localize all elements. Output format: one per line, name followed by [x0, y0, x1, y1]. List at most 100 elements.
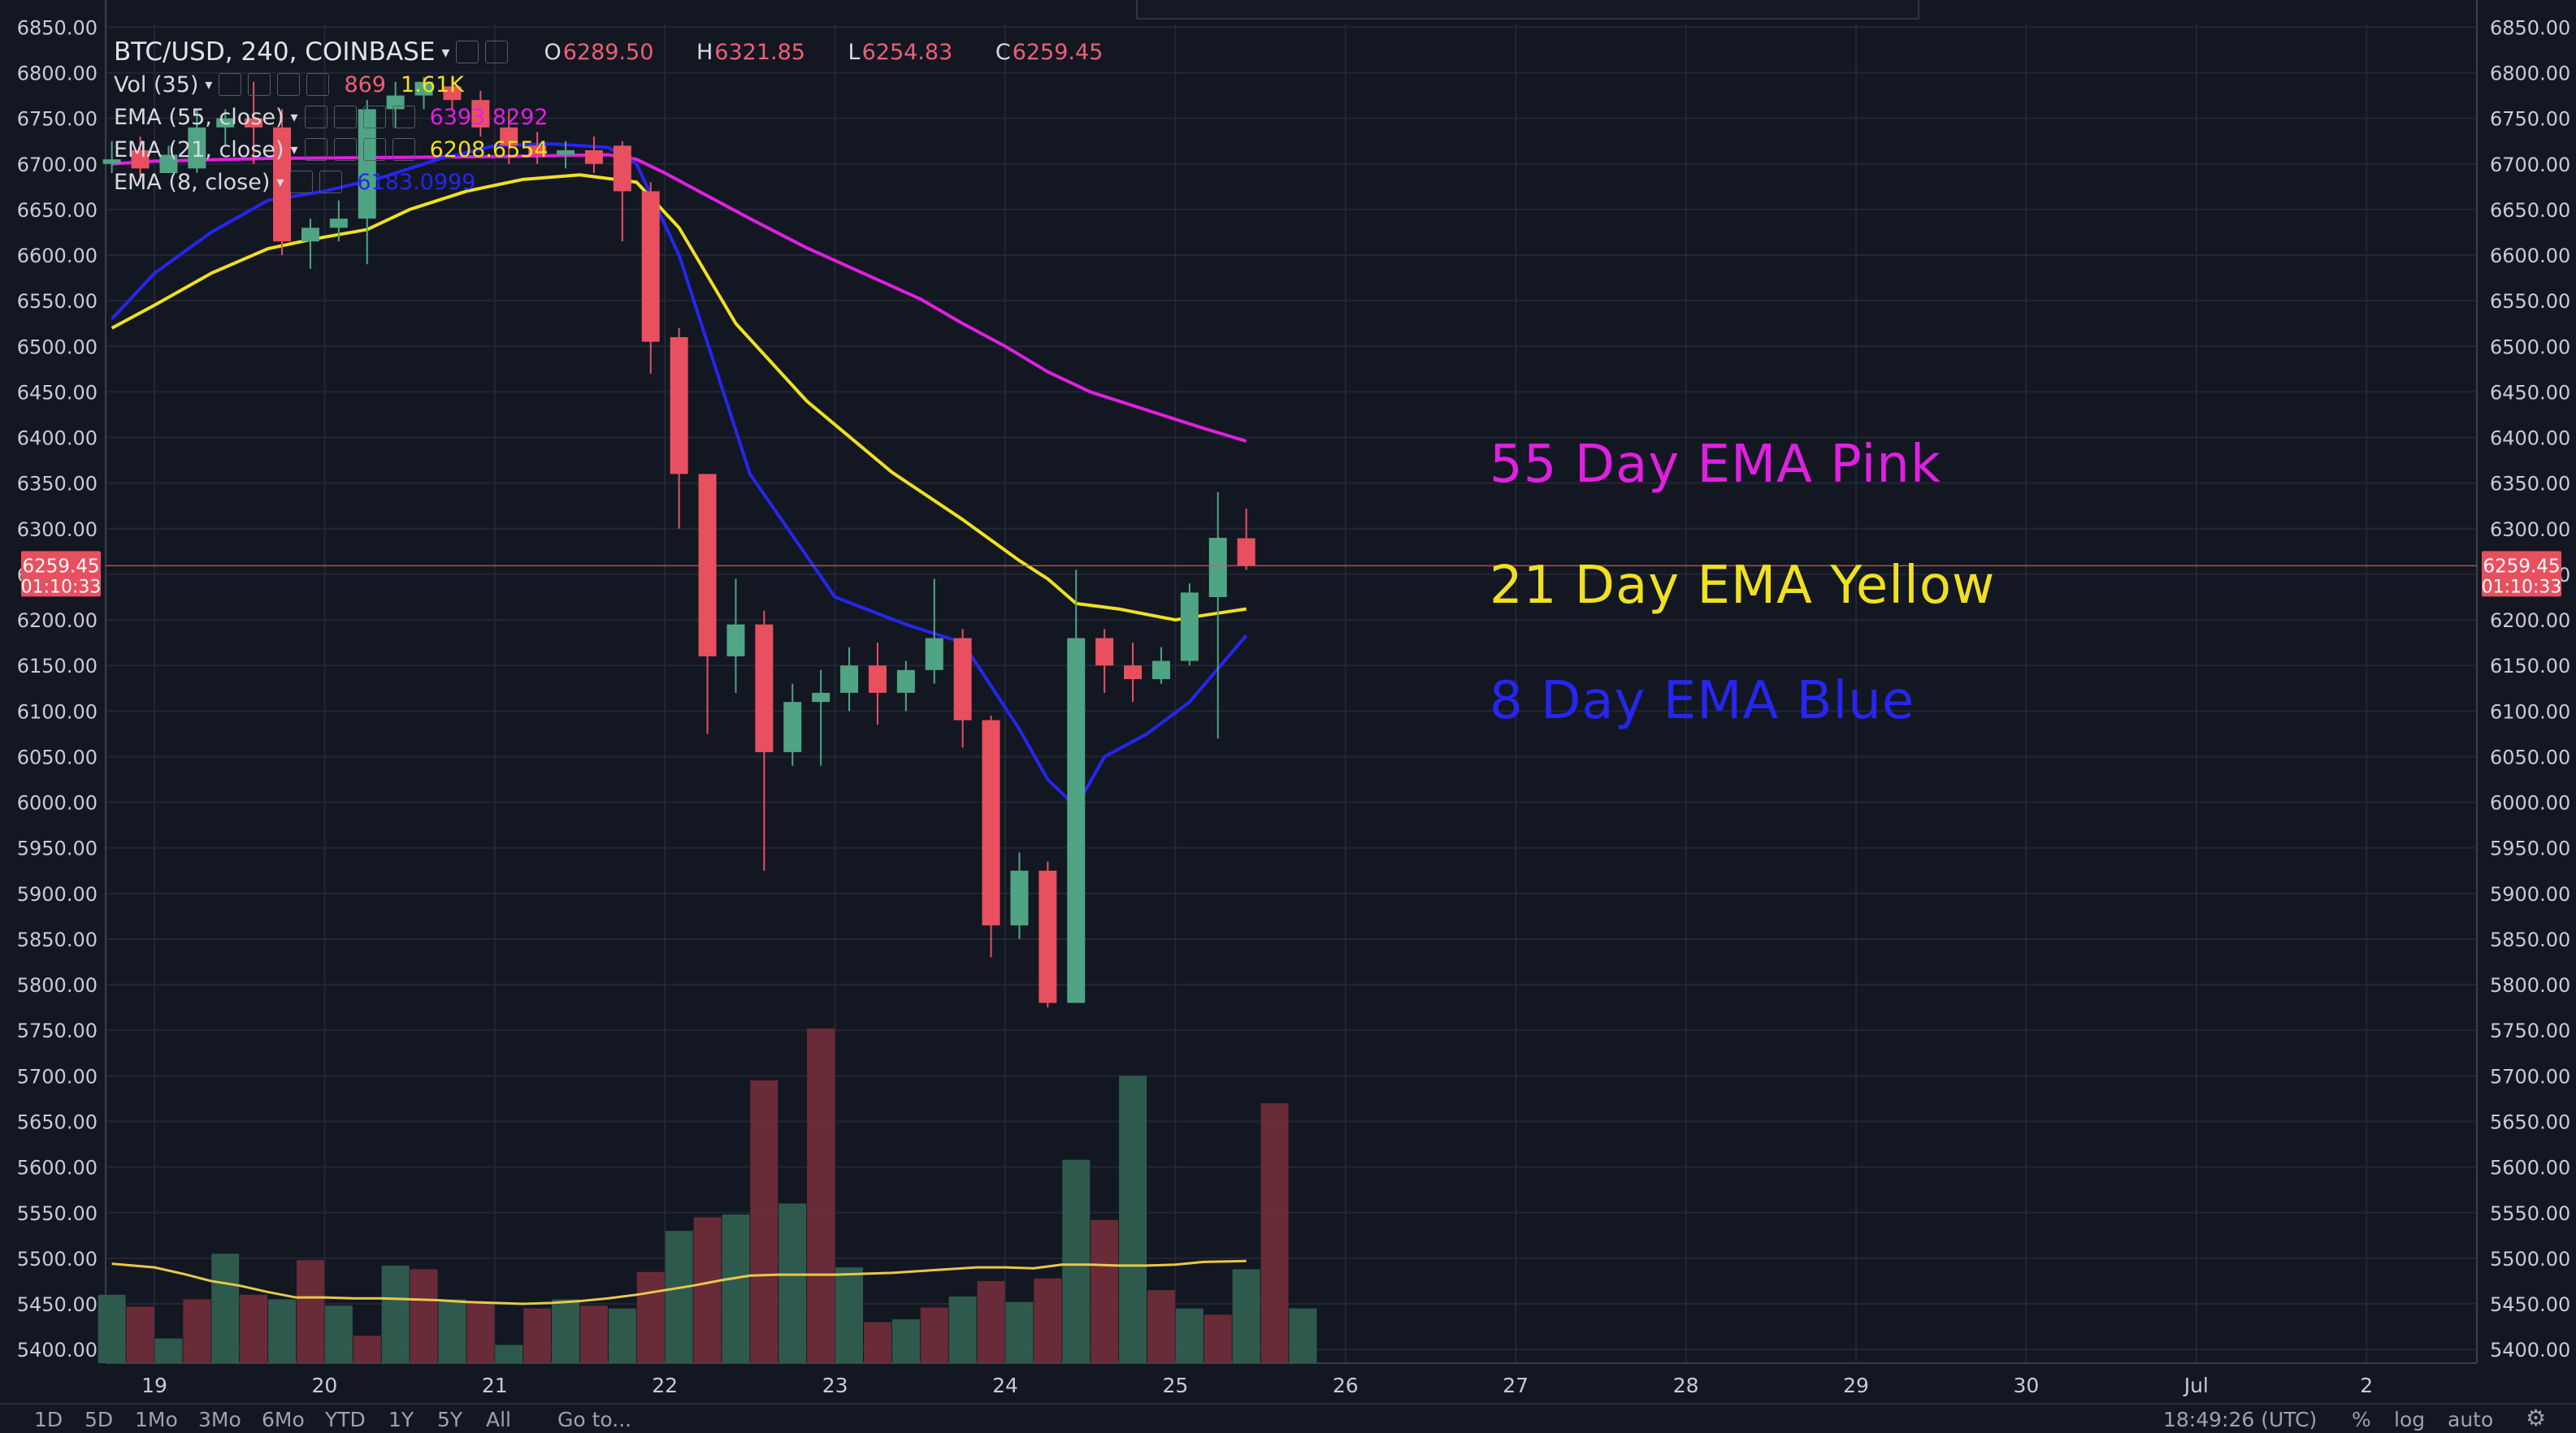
volume-bar [240, 1294, 268, 1363]
y-tick-label-right: 6500.00 [2490, 336, 2570, 358]
auto-toggle[interactable]: auto [2448, 1408, 2494, 1431]
y-tick-label-left: 5850.00 [17, 929, 98, 951]
close-icon[interactable] [306, 73, 330, 96]
y-tick-label-left: 6050.00 [17, 746, 98, 768]
range-1d[interactable]: 1D [34, 1408, 63, 1431]
last-price-value-left: 6259.45 [22, 556, 99, 577]
gear-icon[interactable] [319, 171, 343, 193]
ema55-label[interactable]: EMA (55, close) [114, 104, 284, 130]
x-tick-label: 2 [2360, 1374, 2373, 1397]
candle-body [358, 109, 376, 219]
candle-body [755, 624, 774, 752]
y-tick-label-right: 6850.00 [2490, 16, 2570, 39]
x-tick-label: 29 [1843, 1374, 1869, 1397]
range-5y[interactable]: 5Y [437, 1408, 463, 1431]
last-price-value-right: 6259.45 [2483, 556, 2560, 577]
range-5d[interactable]: 5D [85, 1408, 114, 1431]
gear-icon[interactable]: ⚙ [2526, 1405, 2547, 1431]
close-icon[interactable] [392, 106, 415, 128]
countdown-right: 01:10:33 [2482, 577, 2562, 597]
x-tick-label: 30 [2013, 1374, 2039, 1397]
plus-icon[interactable] [362, 106, 386, 128]
gear-icon[interactable] [333, 106, 357, 128]
eye-icon[interactable] [304, 106, 327, 128]
chevron-down-icon[interactable]: ▾ [290, 108, 298, 126]
y-tick-label-right: 6000.00 [2490, 792, 2570, 815]
chevron-down-icon[interactable]: ▾ [276, 173, 284, 191]
gear-icon[interactable] [248, 73, 271, 96]
ema8-value: 6183.0999 [357, 169, 476, 195]
eye-icon[interactable] [290, 171, 314, 193]
y-tick-label-left: 6350.00 [17, 473, 98, 496]
volume-bar [863, 1322, 891, 1363]
range-1mo[interactable]: 1Mo [135, 1408, 178, 1431]
chevron-down-icon[interactable]: ▾ [290, 141, 298, 158]
y-tick-label-left: 6750.00 [17, 108, 98, 131]
percent-toggle[interactable]: % [2352, 1408, 2371, 1431]
candle-body [216, 118, 235, 128]
eye-icon[interactable] [219, 73, 242, 96]
last-price-tag-left [21, 551, 101, 597]
y-tick-label-right: 5850.00 [2490, 929, 2570, 951]
y-tick-label-left: 6500.00 [17, 336, 98, 358]
settings-icon[interactable] [456, 41, 479, 63]
ema8-row[interactable]: EMA (8, close) ▾ 6183.0999 [114, 166, 1103, 198]
volume-bar [977, 1280, 1005, 1363]
volume-bar [1175, 1308, 1203, 1363]
y-tick-label-left: 6200.00 [17, 609, 98, 632]
volume-bar [608, 1308, 636, 1363]
vol-row[interactable]: Vol (35) ▾ 869 1.61K [114, 68, 1103, 101]
gear-icon[interactable] [485, 41, 509, 63]
gear-icon[interactable] [333, 138, 357, 161]
goto-button[interactable]: Go to... [557, 1408, 632, 1431]
range-3mo[interactable]: 3Mo [198, 1408, 241, 1431]
candle-body [301, 227, 319, 242]
utc-clock[interactable]: 18:49:26 (UTC) [2163, 1408, 2318, 1431]
y-tick-label-right: 5450.00 [2490, 1293, 2570, 1316]
candle-body [1067, 638, 1086, 1003]
ema55-row[interactable]: EMA (55, close) ▾ 6393.8292 [114, 101, 1103, 133]
ema8-label[interactable]: EMA (8, close) [114, 169, 271, 195]
candle-body [812, 692, 830, 703]
symbol-title[interactable]: BTC/USD, 240, COINBASE [114, 37, 436, 67]
chevron-down-icon[interactable]: ▾ [205, 76, 213, 93]
ema21-label[interactable]: EMA (21, close) [114, 136, 284, 162]
range-ytd[interactable]: YTD [325, 1408, 366, 1431]
volume-bar [438, 1299, 466, 1363]
volume-bar [466, 1304, 495, 1363]
range-6mo[interactable]: 6Mo [262, 1408, 305, 1431]
x-tick-label: 25 [1162, 1374, 1188, 1397]
right-price-axis [2477, 0, 2576, 1431]
candle-body [1151, 660, 1170, 680]
y-tick-label-right: 6150.00 [2490, 655, 2570, 678]
eye-icon[interactable] [304, 138, 327, 161]
volume-bar [1005, 1301, 1034, 1363]
y-tick-label-left: 6600.00 [17, 245, 98, 267]
candle-body [868, 665, 887, 693]
volume-bar [268, 1299, 297, 1363]
ohlc-readout: O6289.50 H6321.85 L6254.83 C6259.45 [544, 39, 1104, 65]
x-tick-label: 23 [822, 1374, 848, 1397]
log-toggle[interactable]: log [2394, 1408, 2426, 1431]
vol-label[interactable]: Vol (35) [114, 71, 199, 97]
bottom-toolbar: 1D 5D 1Mo 3Mo 6Mo YTD 1Y 5Y All Go to...… [0, 1403, 2576, 1433]
ema21-row[interactable]: EMA (21, close) ▾ 6208.6554 [114, 133, 1103, 166]
plus-icon[interactable] [277, 73, 301, 96]
candle-body [982, 720, 1000, 926]
y-tick-label-right: 5600.00 [2490, 1157, 2570, 1180]
y-tick-label-right: 5400.00 [2490, 1339, 2570, 1362]
y-tick-label-right: 5500.00 [2490, 1248, 2570, 1271]
plus-icon[interactable] [362, 138, 386, 161]
ema-line [111, 153, 1247, 443]
close-icon[interactable] [392, 138, 415, 161]
range-1y[interactable]: 1Y [388, 1408, 414, 1431]
chevron-down-icon[interactable]: ▾ [441, 42, 450, 62]
volume-bar [693, 1217, 722, 1363]
candle-body [329, 219, 348, 228]
y-tick-label-left: 6300.00 [17, 518, 98, 541]
y-tick-label-left: 6850.00 [17, 16, 98, 39]
y-tick-label-right: 6700.00 [2490, 154, 2570, 176]
range-all[interactable]: All [486, 1408, 511, 1431]
y-tick-label-left: 5950.00 [17, 838, 98, 860]
